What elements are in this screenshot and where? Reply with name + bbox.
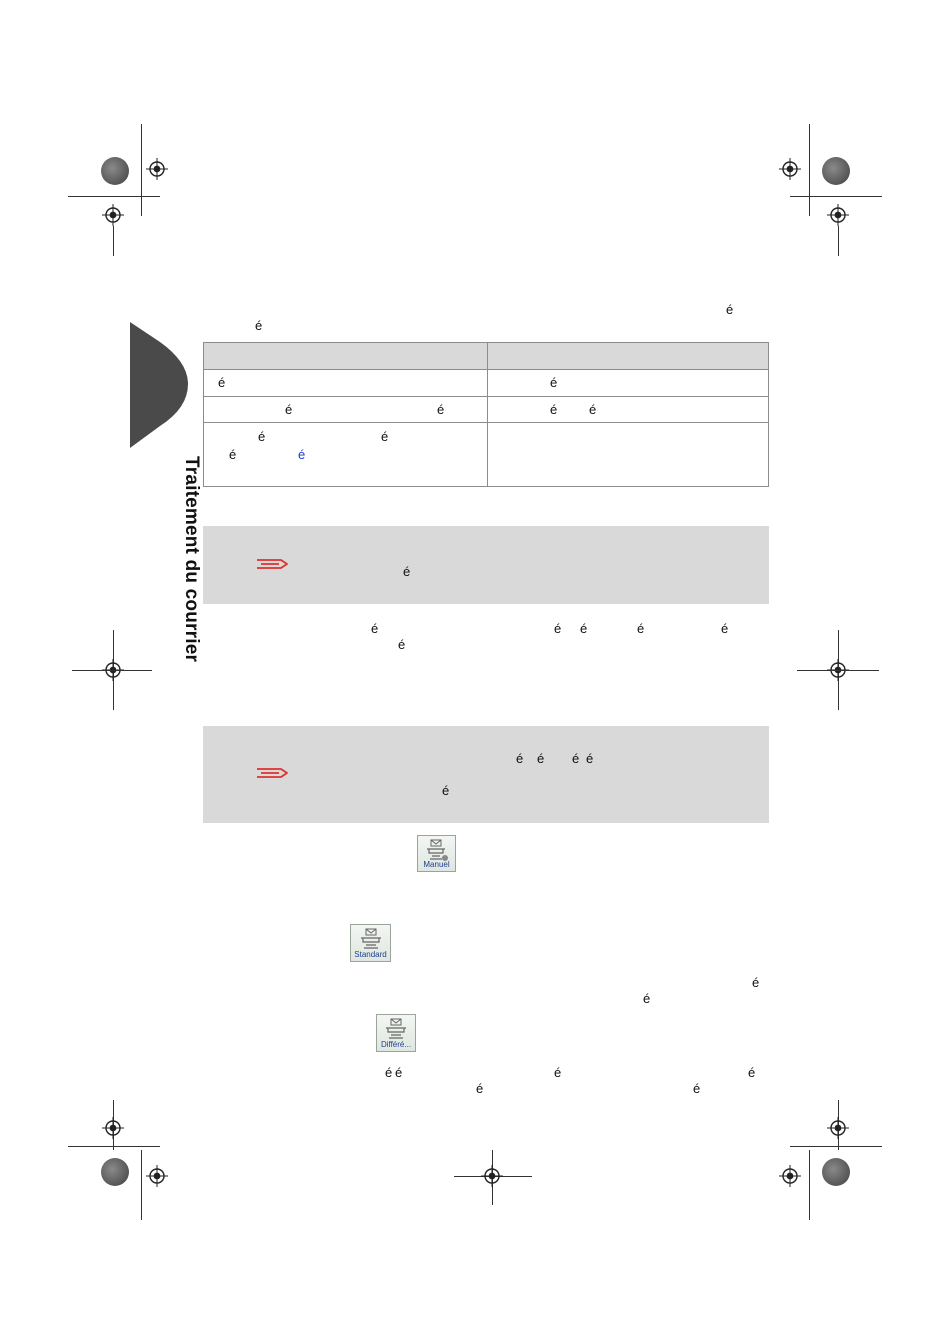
text-glyph: é — [693, 1081, 701, 1096]
registration-target-icon — [146, 1165, 168, 1187]
registration-target-icon — [102, 204, 124, 226]
text-glyph: é — [395, 1065, 403, 1080]
text-glyph: é — [285, 402, 293, 417]
registration-target-icon — [779, 1165, 801, 1187]
registration-dot — [822, 1158, 850, 1186]
manual-mode-button[interactable]: Manuel — [417, 835, 456, 872]
text-glyph: é — [721, 621, 729, 636]
text-glyph: é — [403, 564, 411, 579]
deferred-mode-button[interactable]: Différé... — [376, 1014, 416, 1052]
text-glyph: é — [726, 302, 734, 317]
mail-deferred-icon — [386, 1018, 406, 1039]
registration-target-icon — [827, 204, 849, 226]
registration-target-icon — [481, 1165, 503, 1187]
text-glyph: é — [385, 1065, 393, 1080]
text-glyph: é — [554, 1065, 562, 1080]
text-glyph: é — [537, 751, 545, 766]
info-table — [203, 342, 769, 487]
text-glyph: é — [586, 751, 594, 766]
registration-target-icon — [779, 158, 801, 180]
text-glyph: é — [255, 318, 263, 333]
text-glyph: é — [637, 621, 645, 636]
text-glyph: é — [572, 751, 580, 766]
registration-target-icon — [102, 1117, 124, 1139]
table-header — [204, 343, 768, 370]
standard-button-label: Standard — [354, 950, 387, 959]
text-glyph: é — [752, 975, 760, 990]
paperclip-note-icon — [255, 765, 289, 781]
note-box — [203, 526, 769, 604]
text-glyph: é — [476, 1081, 484, 1096]
text-glyph: é — [381, 429, 389, 444]
text-glyph: é — [550, 402, 558, 417]
text-glyph: é — [748, 1065, 756, 1080]
registration-target-icon — [146, 158, 168, 180]
text-glyph: é — [437, 402, 445, 417]
text-glyph: é — [580, 621, 588, 636]
text-glyph: é — [218, 375, 226, 390]
mail-standard-icon — [360, 928, 381, 949]
registration-dot — [822, 157, 850, 185]
text-glyph: é — [398, 637, 406, 652]
paperclip-note-icon — [255, 556, 289, 572]
standard-mode-button[interactable]: Standard — [350, 924, 391, 962]
text-glyph: é — [643, 991, 651, 1006]
note-box — [203, 726, 769, 823]
mail-manual-icon — [426, 839, 448, 861]
registration-dot — [101, 157, 129, 185]
text-glyph: é — [589, 402, 597, 417]
chapter-tab — [130, 322, 188, 448]
text-glyph: é — [229, 447, 237, 462]
registration-dot — [101, 1158, 129, 1186]
text-glyph: é — [550, 375, 558, 390]
manual-button-label: Manuel — [423, 860, 450, 869]
text-glyph: é — [371, 621, 379, 636]
text-glyph: é — [516, 751, 524, 766]
text-glyph: é — [258, 429, 266, 444]
text-glyph: é — [442, 783, 450, 798]
deferred-button-label: Différé... — [380, 1040, 412, 1049]
text-glyph: é — [554, 621, 562, 636]
link-glyph[interactable]: é — [298, 447, 306, 462]
chapter-title: Traitement du courrier — [181, 456, 202, 663]
registration-target-icon — [827, 1117, 849, 1139]
